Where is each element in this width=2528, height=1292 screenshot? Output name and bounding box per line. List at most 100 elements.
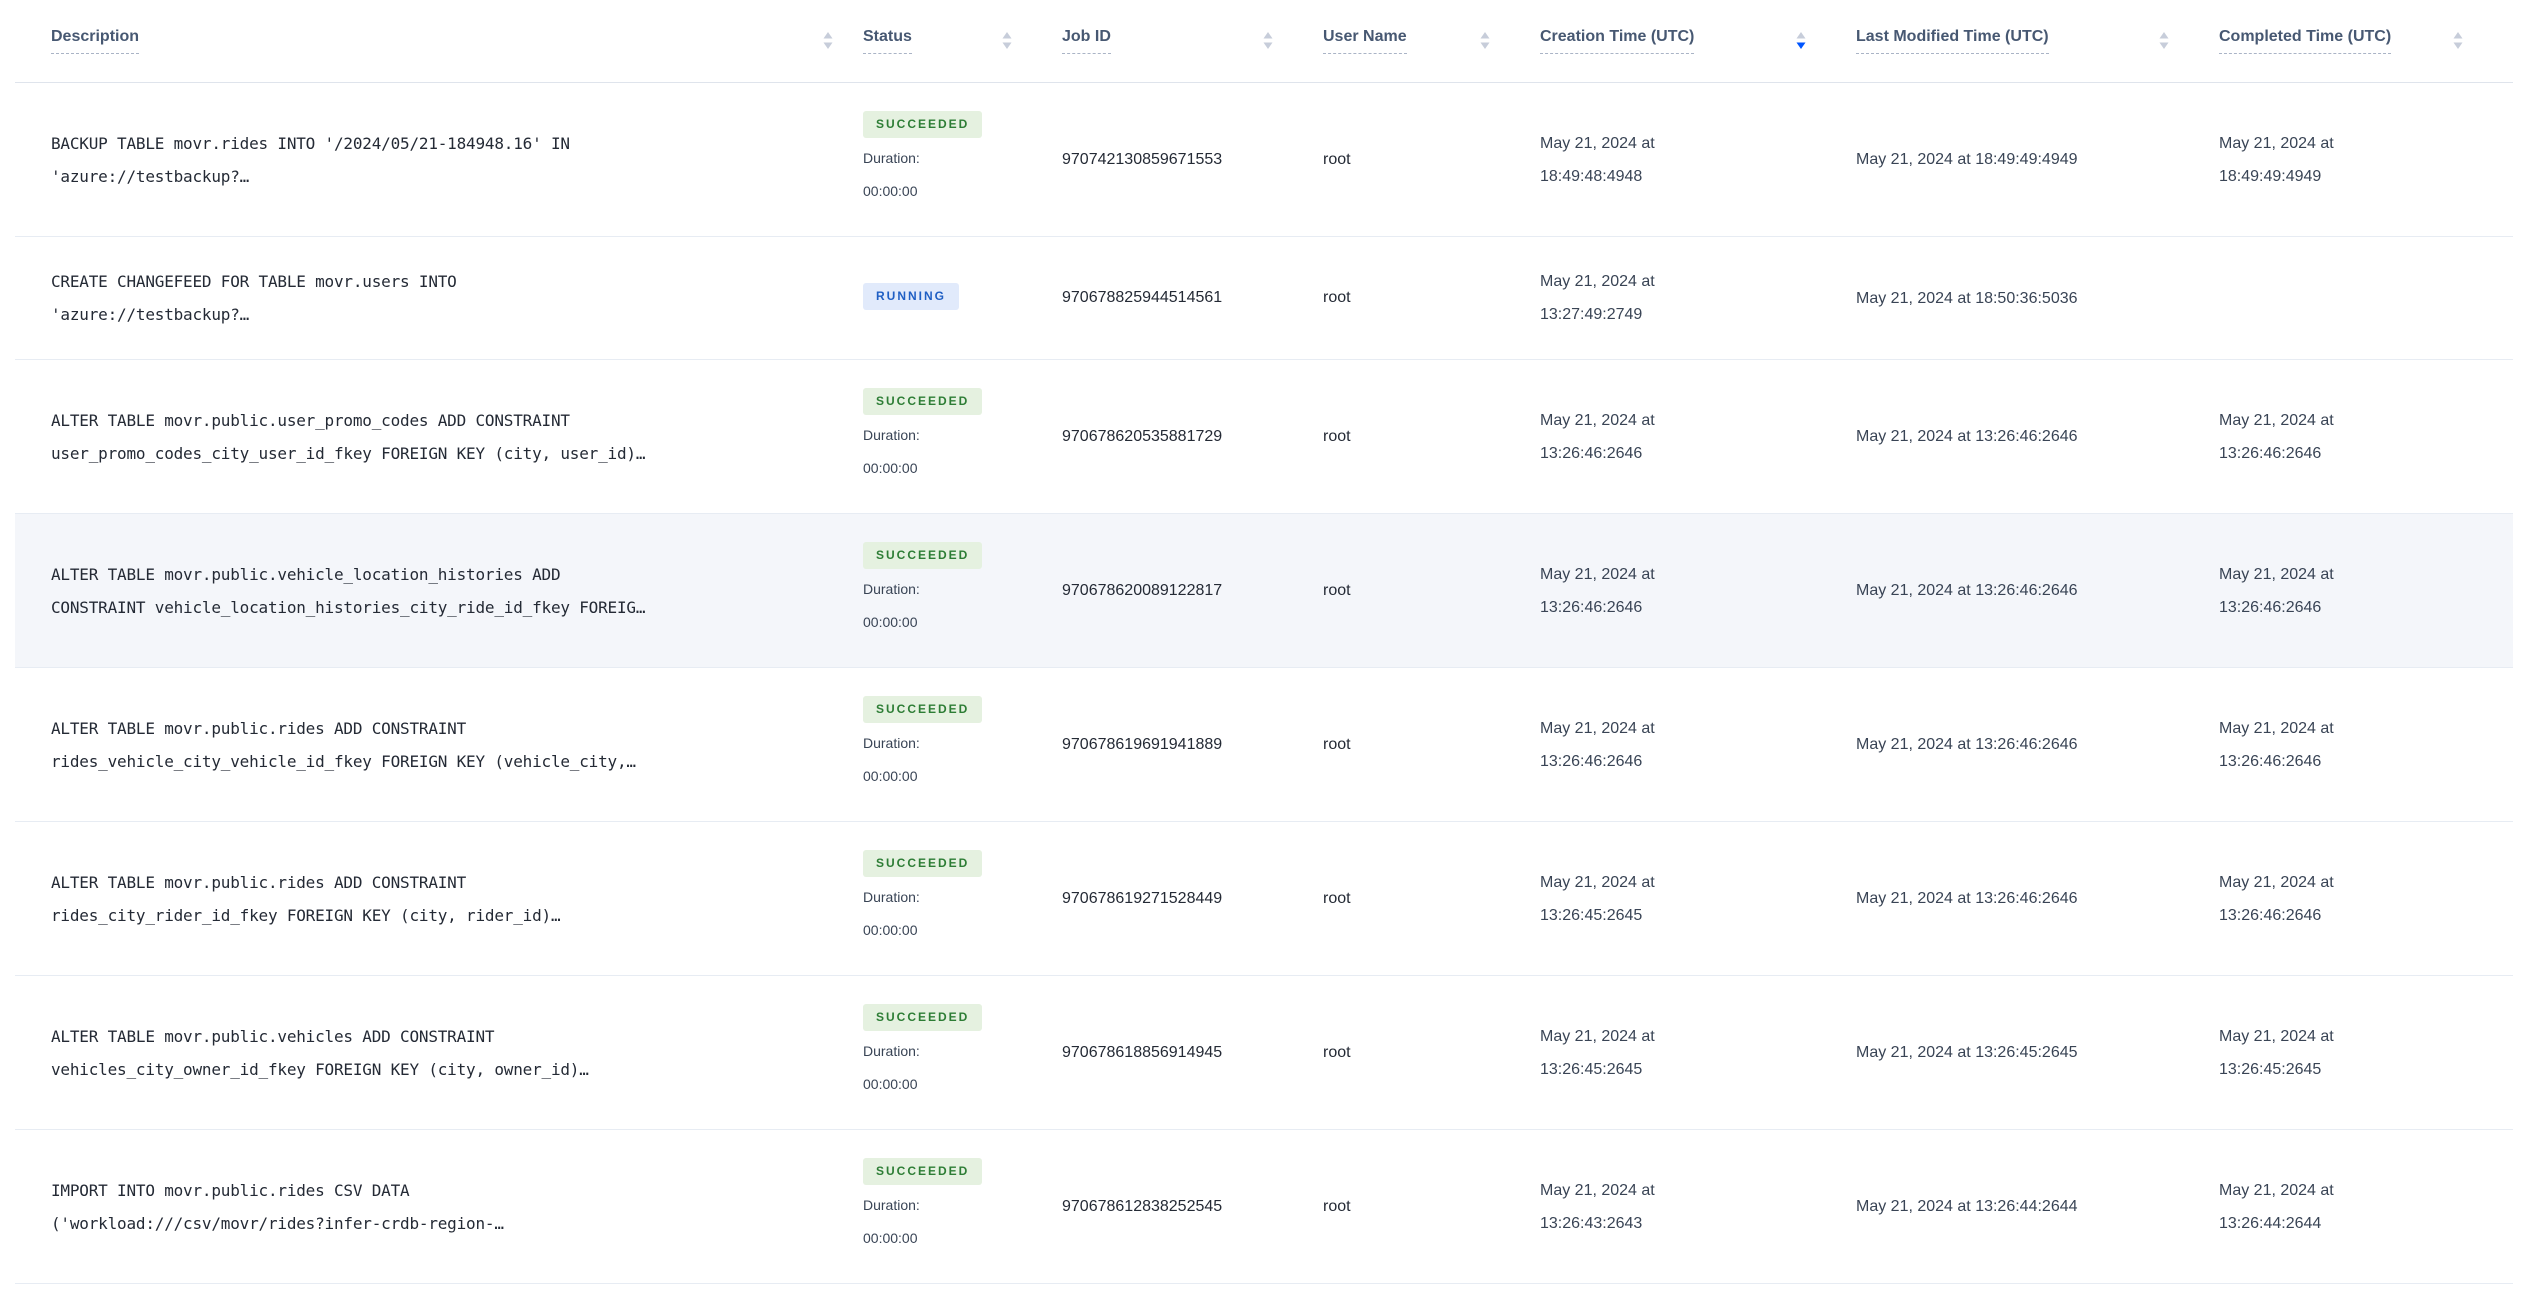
job-description-cell[interactable]: ALTER TABLE movr.public.rides ADD CONSTR… <box>15 712 863 778</box>
status-badge: SUCCEEDED <box>863 388 983 415</box>
duration-label: Duration: <box>863 1197 920 1213</box>
duration-value: 00:00:00 <box>863 922 918 938</box>
header-cell-status[interactable]: Status <box>863 28 1062 54</box>
completed-time: May 21, 2024 at 13:26:46:2646 <box>2219 873 2334 924</box>
creation-time: May 21, 2024 at 13:26:46:2646 <box>1540 719 1655 770</box>
job-id: 970678618856914945 <box>1062 1043 1223 1061</box>
job-description-cell[interactable]: CREATE CHANGEFEED FOR TABLE movr.users I… <box>15 265 863 331</box>
header-cell-creation-time[interactable]: Creation Time (UTC) <box>1540 28 1856 54</box>
creation-time: May 21, 2024 at 13:26:45:2645 <box>1540 873 1655 924</box>
table-row[interactable]: ALTER TABLE movr.public.rides ADD CONSTR… <box>15 668 2513 822</box>
completed-time: May 21, 2024 at 13:26:44:2644 <box>2219 1181 2334 1232</box>
column-label-status: Status <box>863 28 912 54</box>
completed-time: May 21, 2024 at 18:49:49:4949 <box>2219 134 2334 185</box>
job-id: 970678619271528449 <box>1062 889 1223 907</box>
job-description-cell[interactable]: ALTER TABLE movr.public.user_promo_codes… <box>15 404 863 470</box>
sort-icon-active[interactable] <box>1796 32 1806 50</box>
completed-time: May 21, 2024 at 13:26:45:2645 <box>2219 1027 2334 1078</box>
job-description[interactable]: ALTER TABLE movr.public.rides ADD CONSTR… <box>51 718 636 771</box>
completed-time: May 21, 2024 at 13:26:46:2646 <box>2219 565 2334 616</box>
table-row[interactable]: IMPORT INTO movr.public.rides CSV DATA ('… <box>15 1130 2513 1284</box>
job-status-cell: RUNNING <box>863 282 1062 314</box>
table-row[interactable]: ALTER TABLE movr.public.vehicles ADD CON… <box>15 976 2513 1130</box>
sort-icon[interactable] <box>2453 32 2463 50</box>
table-row[interactable]: ALTER TABLE movr.public.vehicle_location… <box>15 514 2513 668</box>
job-description[interactable]: ALTER TABLE movr.public.vehicle_location… <box>51 564 646 617</box>
header-cell-user-name[interactable]: User Name <box>1323 28 1540 54</box>
column-label-job-id: Job ID <box>1062 28 1111 54</box>
sort-icon[interactable] <box>1263 32 1273 50</box>
status-badge: SUCCEEDED <box>863 542 983 569</box>
header-cell-description[interactable]: Description <box>15 28 863 54</box>
duration-label: Duration: <box>863 427 920 443</box>
job-description[interactable]: IMPORT INTO movr.public.rides CSV DATA ('… <box>51 1180 504 1233</box>
status-badge: SUCCEEDED <box>863 1004 983 1031</box>
sort-icon[interactable] <box>1002 32 1012 50</box>
job-description[interactable]: CREATE CHANGEFEED FOR TABLE movr.users I… <box>51 272 457 324</box>
user-name: root <box>1323 427 1351 445</box>
header-cell-completed-time[interactable]: Completed Time (UTC) <box>2219 28 2513 54</box>
job-status-cell: SUCCEEDED Duration: 00:00:00 <box>863 111 1062 208</box>
job-status-cell: SUCCEEDED Duration: 00:00:00 <box>863 388 1062 485</box>
job-description-cell[interactable]: IMPORT INTO movr.public.rides CSV DATA ('… <box>15 1174 863 1240</box>
user-name: root <box>1323 735 1351 753</box>
creation-time: May 21, 2024 at 13:26:45:2645 <box>1540 1027 1655 1078</box>
last-modified-time: May 21, 2024 at 13:26:46:2646 <box>1856 890 2078 907</box>
user-name: root <box>1323 150 1351 168</box>
table-row[interactable]: CREATE CHANGEFEED FOR TABLE movr.users I… <box>15 237 2513 360</box>
duration-value: 00:00:00 <box>863 183 918 199</box>
table-row[interactable]: BACKUP TABLE movr.rides INTO '/2024/05/2… <box>15 83 2513 237</box>
table-row[interactable]: ALTER TABLE movr.public.rides ADD CONSTR… <box>15 822 2513 976</box>
last-modified-time: May 21, 2024 at 18:50:36:5036 <box>1856 289 2078 307</box>
duration-value: 00:00:00 <box>863 1076 918 1092</box>
duration-value: 00:00:00 <box>863 460 918 476</box>
status-badge: RUNNING <box>863 282 959 310</box>
job-description[interactable]: ALTER TABLE movr.public.rides ADD CONSTR… <box>51 872 561 925</box>
user-name: root <box>1323 289 1351 306</box>
last-modified-time: May 21, 2024 at 13:26:46:2646 <box>1856 736 2078 753</box>
job-id: 970678620089122817 <box>1062 581 1223 599</box>
last-modified-time: May 21, 2024 at 13:26:44:2644 <box>1856 1198 2078 1215</box>
last-modified-time: May 21, 2024 at 13:26:45:2645 <box>1856 1044 2078 1061</box>
duration-value: 00:00:00 <box>863 614 918 630</box>
last-modified-time: May 21, 2024 at 13:26:46:2646 <box>1856 428 2078 445</box>
header-cell-last-modified-time[interactable]: Last Modified Time (UTC) <box>1856 28 2219 54</box>
status-badge: SUCCEEDED <box>863 1158 983 1185</box>
last-modified-time: May 21, 2024 at 13:26:46:2646 <box>1856 582 2078 599</box>
duration-label: Duration: <box>863 735 920 751</box>
user-name: root <box>1323 1197 1351 1215</box>
sort-icon[interactable] <box>2159 32 2169 50</box>
table-row[interactable]: ALTER TABLE movr.public.user_promo_codes… <box>15 360 2513 514</box>
duration-value: 00:00:00 <box>863 1230 918 1246</box>
status-badge: SUCCEEDED <box>863 850 983 877</box>
job-status-cell: SUCCEEDED Duration: 00:00:00 <box>863 696 1062 793</box>
completed-time: May 21, 2024 at 13:26:46:2646 <box>2219 411 2334 462</box>
duration-label: Duration: <box>863 150 920 166</box>
duration-label: Duration: <box>863 889 920 905</box>
sort-icon[interactable] <box>823 32 833 50</box>
status-badge: SUCCEEDED <box>863 111 983 138</box>
job-status-cell: SUCCEEDED Duration: 00:00:00 <box>863 1004 1062 1101</box>
table-header: Description Status Job ID User Name Crea… <box>15 0 2513 83</box>
job-description[interactable]: ALTER TABLE movr.public.user_promo_codes… <box>51 410 646 463</box>
job-description[interactable]: BACKUP TABLE movr.rides INTO '/2024/05/2… <box>51 133 570 186</box>
header-cell-job-id[interactable]: Job ID <box>1062 28 1323 54</box>
job-id: 970742130859671553 <box>1062 150 1223 168</box>
creation-time: May 21, 2024 at 13:26:43:2643 <box>1540 1181 1655 1232</box>
job-description-cell[interactable]: ALTER TABLE movr.public.rides ADD CONSTR… <box>15 866 863 932</box>
column-label-last-modified-time: Last Modified Time (UTC) <box>1856 28 2049 54</box>
job-id: 970678619691941889 <box>1062 735 1223 753</box>
creation-time: May 21, 2024 at 18:49:48:4948 <box>1540 134 1655 185</box>
job-description-cell[interactable]: BACKUP TABLE movr.rides INTO '/2024/05/2… <box>15 127 863 193</box>
sort-icon[interactable] <box>1480 32 1490 50</box>
user-name: root <box>1323 1043 1351 1061</box>
column-label-creation-time: Creation Time (UTC) <box>1540 28 1695 54</box>
table-body: BACKUP TABLE movr.rides INTO '/2024/05/2… <box>15 83 2513 1284</box>
creation-time: May 21, 2024 at 13:27:49:2749 <box>1540 273 1655 323</box>
job-description[interactable]: ALTER TABLE movr.public.vehicles ADD CON… <box>51 1026 589 1079</box>
job-description-cell[interactable]: ALTER TABLE movr.public.vehicles ADD CON… <box>15 1020 863 1086</box>
job-status-cell: SUCCEEDED Duration: 00:00:00 <box>863 1158 1062 1255</box>
status-badge: SUCCEEDED <box>863 696 983 723</box>
job-description-cell[interactable]: ALTER TABLE movr.public.vehicle_location… <box>15 558 863 624</box>
